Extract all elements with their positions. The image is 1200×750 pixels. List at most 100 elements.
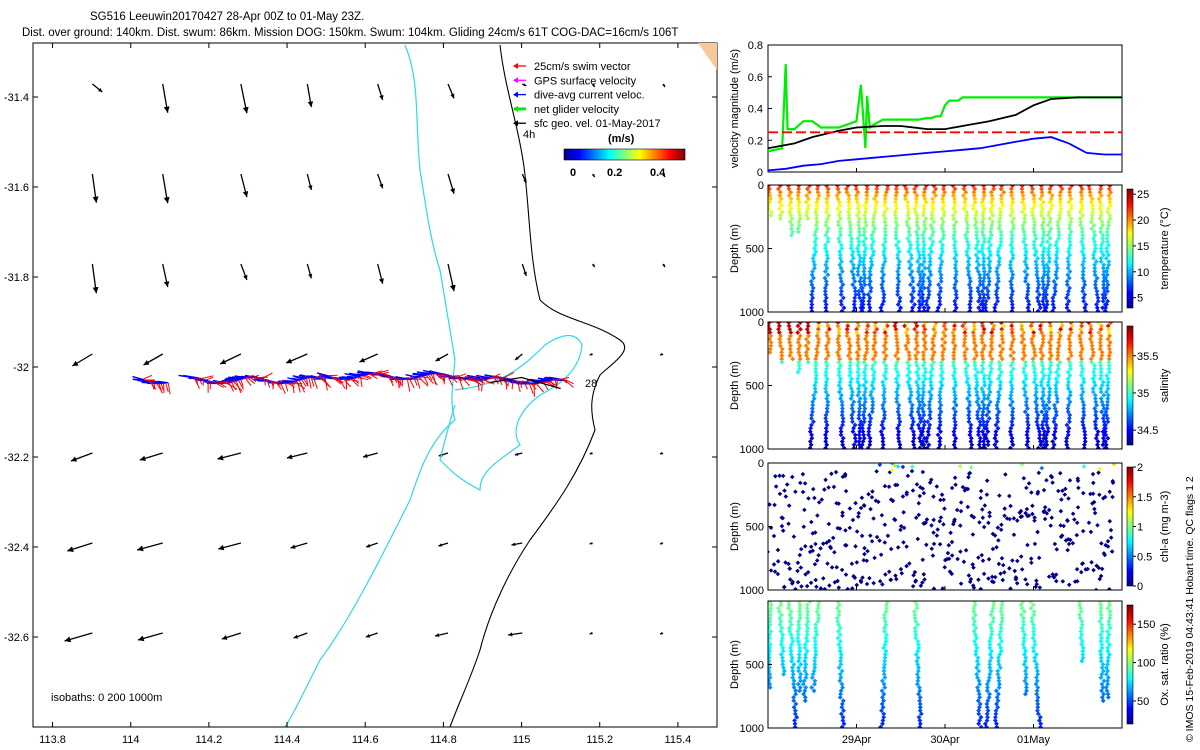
temp-point (795, 226, 801, 231)
glider-track (132, 369, 574, 397)
sal-point (982, 382, 988, 388)
sal-point (895, 373, 901, 378)
chl-point (961, 559, 967, 565)
ox-point (1021, 661, 1027, 667)
temp-point (1050, 308, 1055, 312)
chl-point (935, 527, 940, 532)
geostrophic-arrow (592, 263, 596, 268)
chl-point (996, 561, 1002, 567)
ox-point (768, 602, 774, 608)
chl-point (780, 473, 786, 479)
temp-point (815, 185, 821, 189)
swim-vector (541, 381, 550, 384)
temp-point (893, 203, 899, 208)
ox-point (991, 602, 997, 608)
temp-point (852, 278, 858, 284)
chl-point (984, 478, 990, 483)
temp-point (838, 285, 844, 291)
temp-point (856, 288, 862, 294)
temp-point (777, 206, 782, 212)
swim-vector (564, 379, 574, 388)
chl-point (1107, 519, 1113, 524)
chl-point (1041, 487, 1047, 493)
ox-point (882, 661, 887, 667)
chl-point (958, 549, 963, 554)
sal-point (838, 363, 843, 368)
ox-point (812, 681, 817, 687)
chl-point (797, 552, 803, 558)
ox-point (778, 601, 784, 605)
ox-point (975, 688, 981, 694)
ox-point (768, 642, 773, 647)
temp-point (882, 219, 888, 225)
ox-point (1033, 652, 1039, 657)
ox-point (985, 714, 990, 720)
sal-point (824, 379, 829, 385)
ox-point (779, 638, 785, 644)
temp-point (1083, 308, 1088, 312)
ox-point (975, 675, 980, 680)
ox-point (1031, 648, 1037, 654)
ox-point (987, 638, 993, 644)
sal-point (808, 425, 814, 431)
ox-point (994, 721, 999, 727)
chl-point (808, 580, 814, 586)
current-vector (339, 376, 354, 380)
swim-vector (511, 379, 514, 390)
chl-point (790, 579, 795, 585)
sal-point (849, 415, 855, 421)
temp-point (837, 203, 843, 208)
ox-point (1099, 628, 1105, 634)
swim-vector (250, 377, 257, 382)
temp-point (1066, 308, 1072, 312)
sal-point (1009, 419, 1015, 425)
ox-point (1035, 694, 1041, 700)
ox-point (987, 665, 993, 671)
ox-point (789, 655, 795, 661)
temp-point (812, 265, 817, 271)
geostrophic-arrow (162, 263, 170, 288)
temp-point (974, 229, 980, 235)
temp-point (940, 229, 946, 235)
chl-point (829, 565, 835, 570)
chl-point (978, 488, 984, 494)
temp-point (882, 226, 888, 231)
ox-point (884, 602, 889, 608)
sal-point (961, 343, 967, 349)
geostrophic-arrow (377, 83, 384, 101)
temp-point (916, 292, 922, 298)
temp-point (980, 203, 986, 208)
chl-point (826, 521, 832, 527)
depth-label: Depth (m) (729, 361, 741, 410)
sal-point (805, 322, 811, 326)
sal-point (840, 415, 846, 421)
colorbar-tick-2: 0.4 (650, 167, 666, 179)
ox-point (1031, 622, 1036, 628)
chl-point (1032, 541, 1038, 547)
sal-point (977, 419, 983, 425)
sal-point (797, 353, 803, 359)
ox-point (995, 671, 1001, 677)
swim-vector (263, 379, 266, 386)
chl-point (798, 480, 803, 486)
chl-point (861, 557, 866, 563)
temp-point (1023, 252, 1028, 258)
chl-point (941, 497, 946, 502)
ox-point (1097, 648, 1103, 654)
ox-point (972, 601, 978, 605)
temp-point (848, 226, 853, 231)
chl-point (1026, 481, 1032, 486)
chl-point (798, 546, 804, 552)
colorbar-tick-1: 0.2 (607, 167, 622, 179)
swim-vector (404, 376, 414, 380)
chl-point (953, 482, 958, 487)
temp-point (995, 252, 1001, 258)
chl-point (934, 533, 940, 538)
chl-point (1030, 511, 1035, 517)
sal-point (929, 356, 935, 362)
temp-point (861, 242, 867, 248)
ox-point (975, 698, 981, 704)
sal-point (1079, 386, 1085, 392)
ox-point (812, 665, 818, 671)
